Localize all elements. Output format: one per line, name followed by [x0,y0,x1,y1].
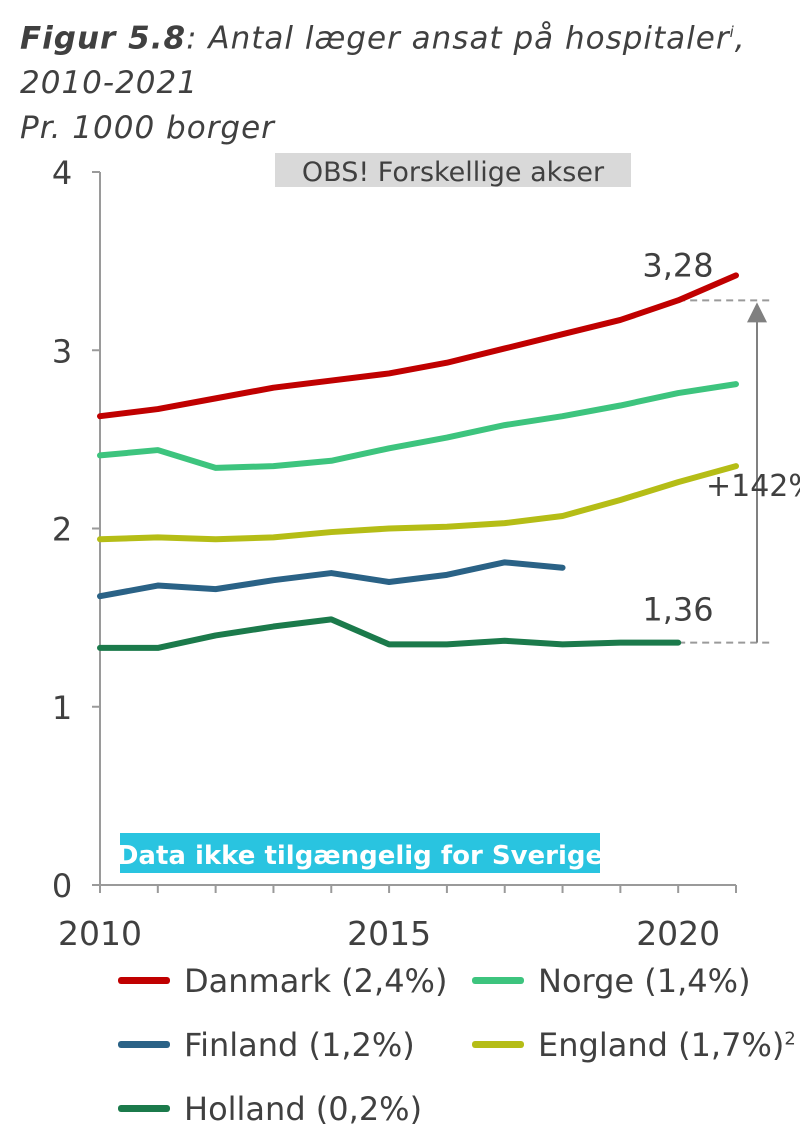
title-trailing: , [734,20,746,57]
title-text: : Antal læger ansat på hospitaler [186,20,730,57]
y-tick-label: 3 [52,332,72,370]
legend-finland: Finland (1,2%) [118,1026,415,1064]
legend-danmark: Danmark (2,4%) [118,962,447,1000]
value-label-top: 3,28 [642,246,713,284]
legend-swatch-danmark [118,976,170,984]
growth-arrow-head [747,302,767,323]
x-tick-label: 2015 [347,914,431,953]
sweden-box [120,833,600,873]
sweden-box-label: Data ikke tilgængelig for Sverige [117,841,603,871]
legend-norge: Norge (1,4%) [472,962,751,1000]
legend-swatch-norge [472,976,524,984]
chart-title: Figur 5.8: Antal læger ansat på hospital… [20,10,790,151]
legend-holland: Holland (0,2%) [118,1090,422,1128]
obs-box [275,153,631,187]
legend-superscript-england: 2 [784,1028,796,1050]
legend-label-holland: Holland (0,2%) [184,1090,423,1128]
series-line-england [97,463,739,543]
x-tick-label: 2010 [58,914,142,953]
series-line-danmark [97,272,739,420]
x-tick-label: 2020 [636,914,720,953]
legend-label-danmark: Danmark (2,4%) [184,962,448,1000]
series-line-norge [97,381,739,471]
series-line-finland [97,559,566,600]
figure-label: Figur 5.8 [20,20,187,57]
legend-england: England (1,7%)2 [472,1026,796,1064]
title-period: 2010-2021 [20,65,198,102]
legend-swatch-holland [118,1104,170,1112]
legend-swatch-finland [118,1040,170,1048]
title-unit: Pr. 1000 borger [20,110,275,147]
y-tick-label: 0 [52,867,72,905]
legend-swatch-england [472,1040,524,1048]
value-label-bottom: 1,36 [642,591,713,629]
growth-label: +142% [706,469,800,504]
title-superscript: i [729,23,735,41]
y-tick-label: 2 [52,511,72,549]
y-tick-label: 1 [52,689,72,727]
obs-box-label: OBS! Forskellige akser [302,157,605,188]
legend-label-norge: Norge (1,4%) [538,962,751,1000]
legend-label-finland: Finland (1,2%) [184,1026,415,1064]
series-line-holland [97,616,682,651]
y-tick-label: 4 [52,154,72,192]
legend-label-england: England (1,7%) [538,1026,785,1064]
